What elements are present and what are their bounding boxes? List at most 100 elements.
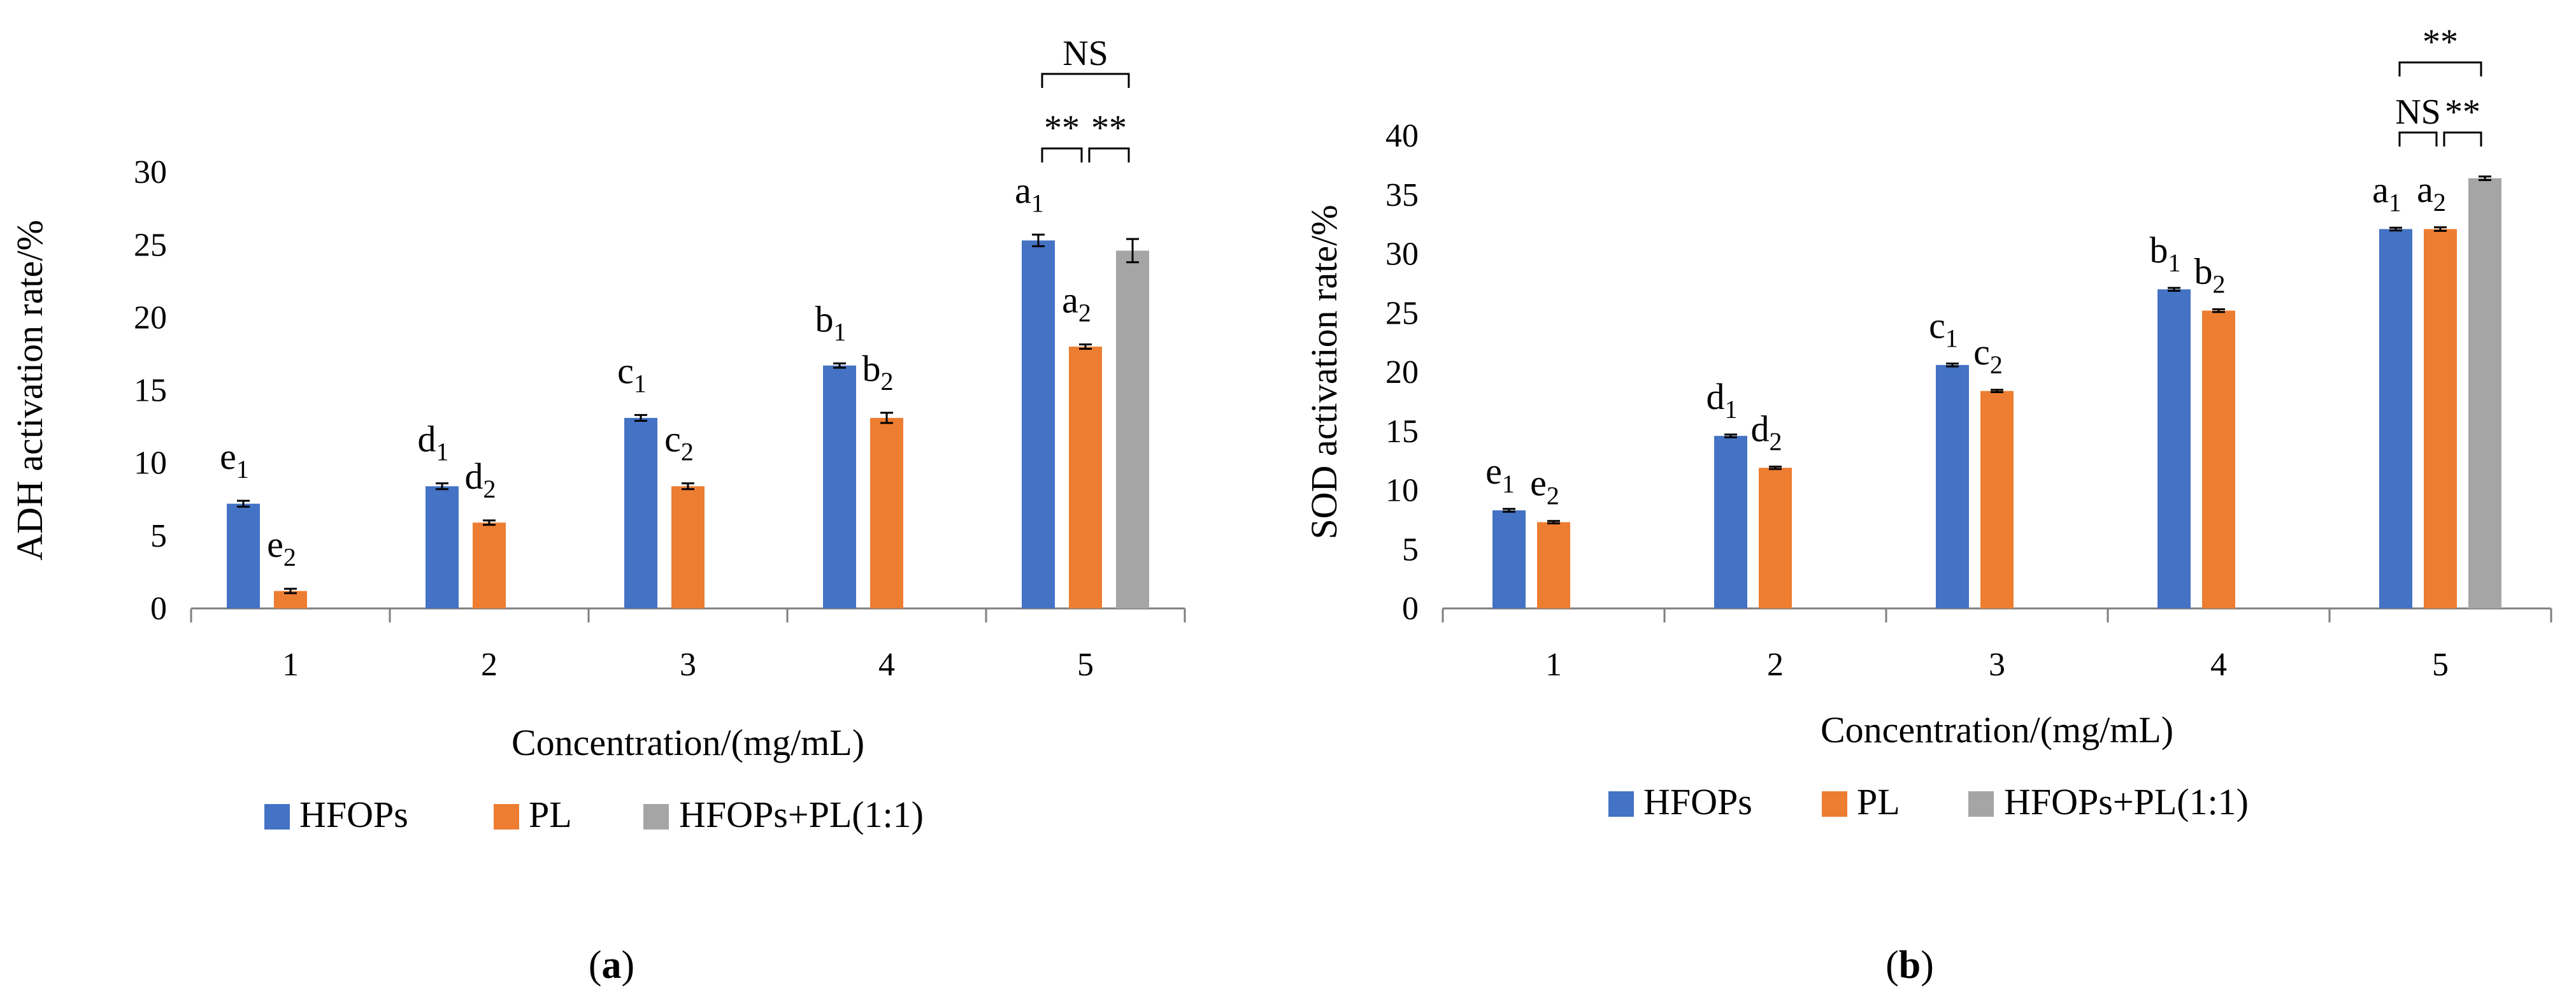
significance-bracket	[2398, 61, 2482, 76]
significance-marker: **	[2445, 92, 2480, 132]
letter-main: a	[1015, 169, 1031, 211]
x-tick-label: 2	[481, 647, 497, 683]
letter-subscript: 1	[436, 438, 449, 466]
significance-bracket	[2443, 131, 2482, 147]
panel-label-paren: )	[622, 944, 635, 987]
letter-subscript: 1	[634, 369, 647, 398]
x-tick-label: 4	[878, 647, 895, 683]
letter-main: b	[2194, 250, 2213, 292]
letter-subscript: 1	[236, 455, 249, 484]
letter-subscript: 1	[2389, 188, 2401, 217]
y-tick-label: 25	[1385, 295, 1419, 331]
significance-letter: a1	[1015, 169, 1044, 217]
y-tick-label: 30	[134, 154, 167, 190]
legend-swatch-pl	[494, 804, 519, 830]
significance-letter: b2	[2194, 250, 2226, 298]
letter-subscript: 2	[1770, 427, 1782, 456]
y-tick-label: 0	[150, 591, 167, 627]
letter-main: c	[617, 350, 634, 391]
bar-hfops-1	[227, 503, 260, 608]
significance-letter: d1	[1707, 376, 1738, 424]
bar-hfops-pl-1-1--5	[1116, 250, 1149, 609]
letter-main: b	[2150, 229, 2168, 271]
bar-pl-2	[473, 522, 506, 608]
y-tick-label: 10	[1385, 473, 1419, 509]
y-tick-label: 20	[134, 299, 167, 336]
bar-hfops-4	[2157, 289, 2191, 608]
letter-subscript: 2	[2213, 269, 2226, 298]
bar-pl-4	[870, 417, 903, 608]
significance-letter: e2	[267, 524, 296, 571]
panel-label: (b)	[1885, 944, 1934, 987]
legend-label: HFOPs+PL(1:1)	[2004, 781, 2249, 823]
chart-panel-a: 0 5 10 15 20 25 30 1 2 3 4 5 ADH activation rate/% Co…	[9, 34, 1186, 987]
letter-subscript: 2	[1547, 482, 1559, 510]
letter-main: b	[862, 348, 881, 389]
letter-main: e	[1485, 450, 1502, 492]
letter-subscript: 2	[1078, 299, 1091, 327]
significance-marker: NS	[1063, 34, 1108, 73]
letter-main: e	[220, 436, 236, 477]
significance-marker: **	[2422, 22, 2458, 62]
panel-label: (a)	[589, 944, 634, 987]
y-tick-label: 20	[1385, 354, 1419, 391]
x-tick-label: 5	[1077, 647, 1094, 683]
bar-pl-3	[1980, 391, 2014, 608]
panel-label-paren: (	[1885, 944, 1899, 987]
significance-letter: b1	[815, 298, 847, 346]
y-tick-label: 30	[1385, 236, 1419, 273]
letter-subscript: 2	[2433, 188, 2446, 217]
bar-hfops-3	[624, 417, 657, 608]
significance-letter: a1	[2372, 169, 2401, 217]
significance-letter: b1	[2150, 229, 2181, 277]
bar-pl-5	[2424, 229, 2457, 608]
letter-main: d	[465, 456, 483, 497]
y-tick-label: 0	[1402, 591, 1419, 627]
bar-hfops-1	[1492, 510, 1526, 608]
letter-subscript: 1	[1945, 324, 1958, 353]
legend-swatch-pl	[1822, 791, 1847, 817]
panel-label-paren: (	[589, 944, 602, 987]
bar-hfops-2	[426, 486, 459, 608]
letter-main: b	[815, 298, 834, 340]
letter-main: c	[664, 419, 681, 460]
letter-subscript: 2	[483, 475, 496, 503]
significance-marker: **	[1044, 108, 1080, 148]
legend-label: HFOPs	[299, 794, 408, 835]
significance-letter: c2	[1973, 331, 2003, 379]
panel-label-letter: b	[1899, 944, 1921, 987]
significance-bracket	[1088, 147, 1130, 162]
letter-main: e	[267, 524, 283, 565]
x-tick-label: 3	[1989, 647, 2005, 683]
significance-bracket	[2398, 131, 2438, 147]
letter-main: d	[1707, 376, 1725, 417]
legend-swatch-hfops-pl-1-1-	[1968, 791, 1994, 817]
significance-bracket	[1041, 73, 1130, 88]
chart-panel-b: 0 5 10 15 20 25 30 35 40 1 2 3 4 5 SOD activation rate…	[1303, 22, 2552, 987]
x-axis-label: Concentration/(mg/mL)	[512, 722, 864, 763]
significance-marker: NS	[2395, 92, 2441, 132]
y-tick-label: 35	[1385, 177, 1419, 213]
letter-main: a	[2417, 169, 2433, 210]
bar-pl-4	[2202, 310, 2235, 608]
bar-hfops-3	[1936, 364, 1969, 608]
significance-letter: e2	[1530, 463, 1559, 510]
bar-hfops-2	[1714, 436, 1747, 608]
significance-letter: d2	[465, 456, 496, 503]
y-tick-label: 25	[134, 227, 167, 263]
letter-subscript: 2	[881, 367, 894, 396]
letter-main: c	[1929, 305, 1945, 347]
letter-main: d	[1751, 408, 1770, 449]
x-axis-label: Concentration/(mg/mL)	[1821, 709, 2173, 751]
significance-letter: b2	[862, 348, 894, 396]
legend-label: HFOPs+PL(1:1)	[679, 794, 924, 835]
legend-swatch-hfops	[1608, 791, 1634, 817]
letter-main: e	[1530, 463, 1547, 504]
letter-subscript: 1	[834, 317, 847, 346]
letter-subscript: 1	[1502, 470, 1515, 498]
x-tick-label: 4	[2210, 647, 2227, 683]
legend-label: PL	[1857, 781, 1900, 823]
letter-main: a	[2372, 169, 2389, 210]
significance-letter: d2	[1751, 408, 1782, 456]
